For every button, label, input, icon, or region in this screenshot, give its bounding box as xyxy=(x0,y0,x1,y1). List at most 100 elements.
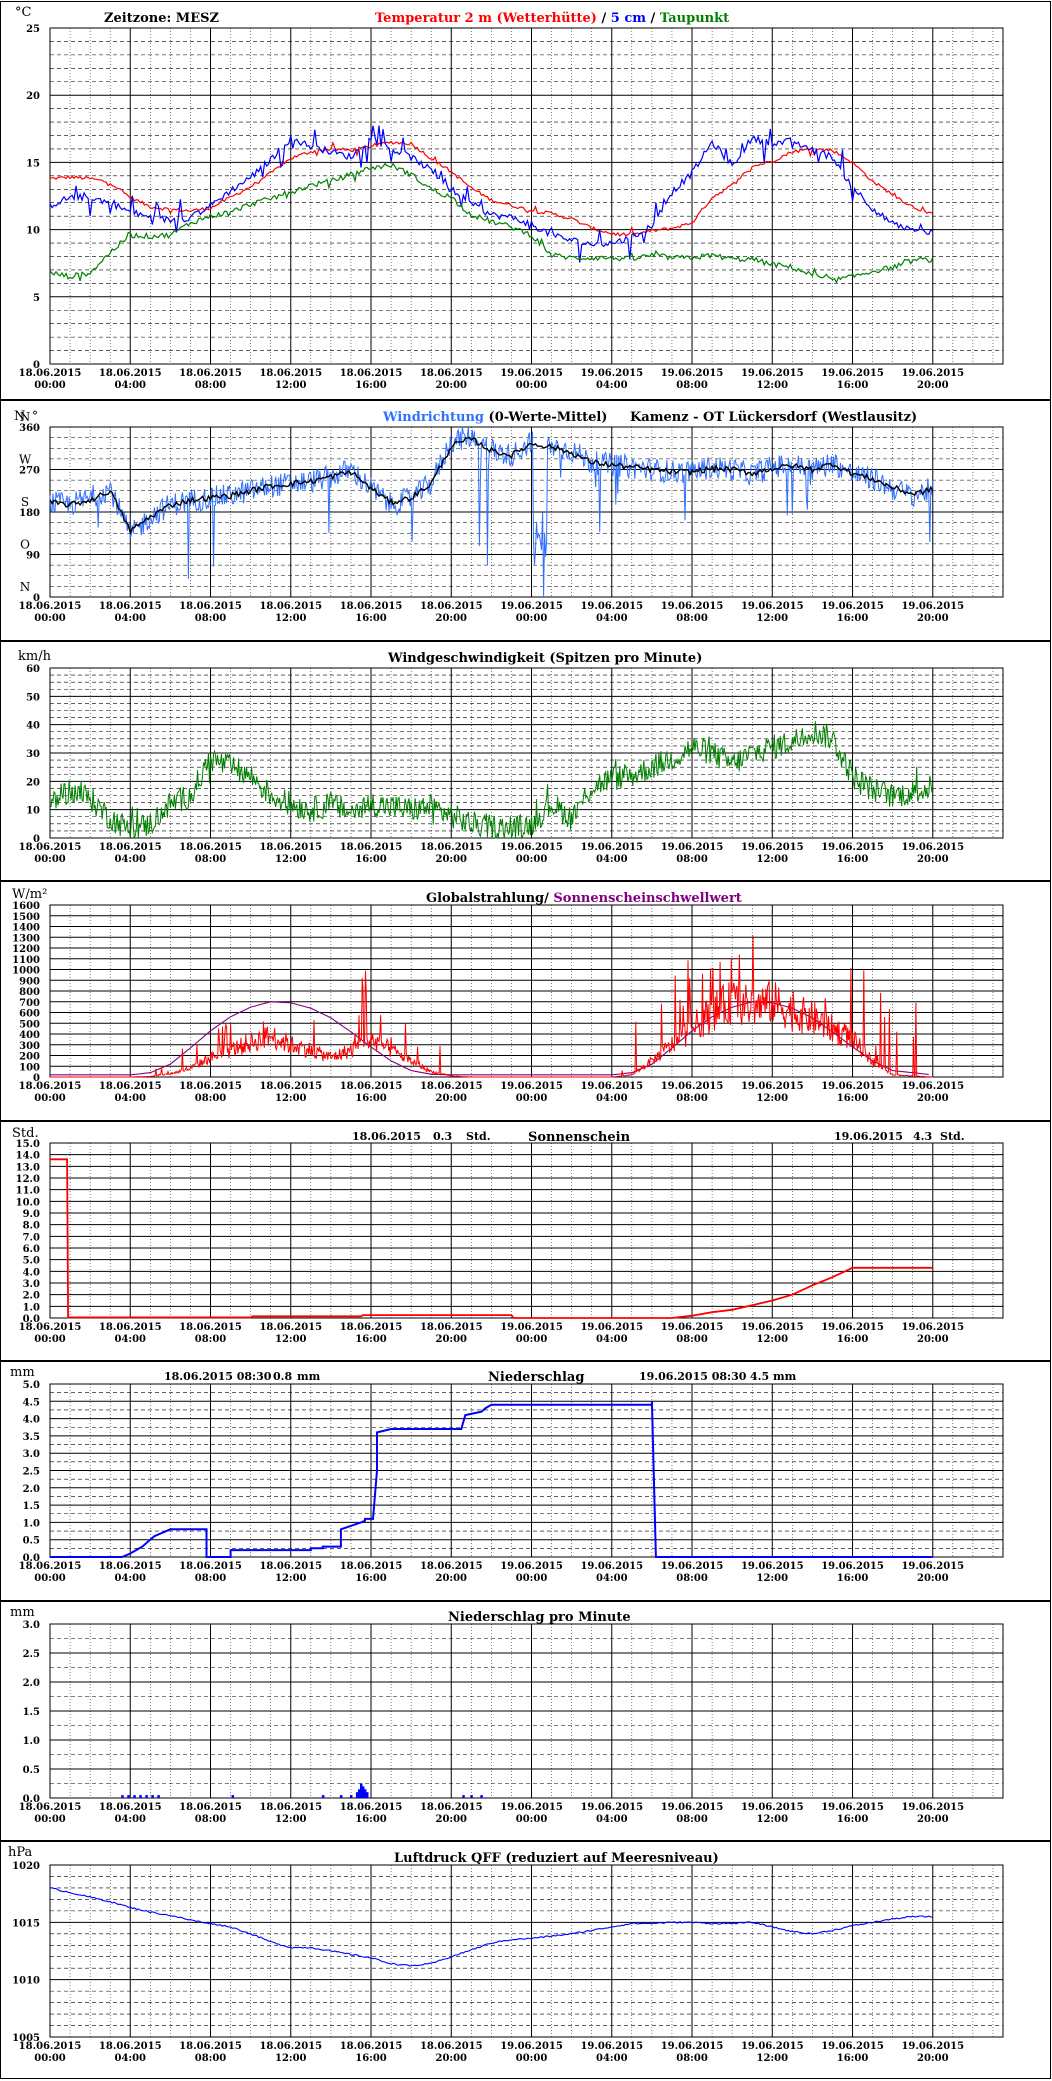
x-tick-time: 20:00 xyxy=(917,380,949,391)
x-tick-labels: 18.06.201500:0018.06.201504:0018.06.2015… xyxy=(19,601,964,624)
y-unit-label: mm xyxy=(10,1365,35,1380)
precip-minute-bar xyxy=(321,1795,325,1798)
x-tick-date: 19.06.2015 xyxy=(500,1802,563,1813)
y-tick-labels: 0 10 20 30 40 50 60 xyxy=(26,664,40,845)
panel-border xyxy=(0,881,1051,1121)
x-tick-date: 19.06.2015 xyxy=(500,1322,563,1333)
panel-temperature: 051015202518.06.201500:0018.06.201504:00… xyxy=(0,1,1051,400)
grid xyxy=(49,1142,1004,1319)
y-unit-label: °C xyxy=(15,5,32,20)
y-tick-label: 40 xyxy=(26,721,40,732)
y-tick-label: 500 xyxy=(19,1019,40,1030)
y-tick-label: 2.5 xyxy=(23,1649,40,1660)
y-tick-label: 0.5 xyxy=(23,1536,40,1547)
y-tick-label: 300 xyxy=(19,1041,40,1052)
series-line-global-radiation xyxy=(50,935,933,1078)
y-tick-label: 1300 xyxy=(12,933,40,944)
x-tick-date: 18.06.2015 xyxy=(179,1561,242,1572)
x-tick-date: 18.06.2015 xyxy=(340,601,403,612)
precip-minute-bar xyxy=(145,1795,148,1798)
y-tick-label: 10 xyxy=(26,226,40,237)
x-tick-date: 18.06.2015 xyxy=(19,2041,82,2052)
x-tick-time: 16:00 xyxy=(837,1093,869,1104)
x-tick-time: 20:00 xyxy=(435,854,467,865)
x-tick-time: 04:00 xyxy=(596,854,628,865)
series-line-sunshine xyxy=(50,1158,933,1319)
x-tick-time: 04:00 xyxy=(114,380,146,391)
x-tick-date: 19.06.2015 xyxy=(821,842,884,853)
y-tick-label: 270 xyxy=(19,466,40,477)
x-tick-time: 20:00 xyxy=(435,613,467,624)
precip-minute-bar xyxy=(359,1783,363,1798)
x-tick-time: 08:00 xyxy=(676,1573,708,1584)
panel-radiation: 0100200300400500600700800900100011001200… xyxy=(0,881,1051,1121)
grid xyxy=(49,667,1004,839)
precip-minute-bar xyxy=(121,1795,124,1798)
x-tick-date: 18.06.2015 xyxy=(179,368,242,379)
x-tick-date: 19.06.2015 xyxy=(741,1081,804,1092)
y-tick-label: 1.5 xyxy=(23,1707,40,1718)
y-tick-label: 1020 xyxy=(12,1861,40,1872)
panel-border xyxy=(0,1121,1051,1361)
x-tick-date: 19.06.2015 xyxy=(821,601,884,612)
x-tick-time: 08:00 xyxy=(676,613,708,624)
summary-date: 19.06.2015 xyxy=(834,1130,903,1143)
x-tick-time: 00:00 xyxy=(34,380,66,391)
y-tick-label: 9.0 xyxy=(23,1209,40,1220)
x-tick-date: 19.06.2015 xyxy=(901,1561,964,1572)
y-tick-label: 13.0 xyxy=(16,1162,40,1173)
compass-label: W xyxy=(19,453,32,467)
plot-area xyxy=(49,1864,1004,2038)
x-tick-date: 18.06.2015 xyxy=(420,368,483,379)
x-tick-date: 18.06.2015 xyxy=(340,1081,403,1092)
panel-border xyxy=(0,641,1051,881)
x-tick-date: 19.06.2015 xyxy=(500,1081,563,1092)
x-tick-date: 19.06.2015 xyxy=(500,842,563,853)
y-unit-degree: ° xyxy=(32,409,38,423)
x-tick-time: 16:00 xyxy=(355,854,387,865)
x-tick-time: 04:00 xyxy=(596,2053,628,2064)
x-tick-time: 04:00 xyxy=(596,613,628,624)
precip-minute-bar xyxy=(339,1795,343,1798)
x-tick-date: 18.06.2015 xyxy=(179,1081,242,1092)
x-tick-date: 19.06.2015 xyxy=(901,1081,964,1092)
x-tick-labels: 18.06.201500:0018.06.201504:0018.06.2015… xyxy=(19,2041,964,2064)
series-line-dewpoint xyxy=(49,162,934,284)
x-tick-labels: 18.06.201500:0018.06.201504:0018.06.2015… xyxy=(19,368,964,391)
x-tick-time: 12:00 xyxy=(757,1814,789,1825)
summary-date: 18.06.2015 xyxy=(352,1130,421,1143)
precip-minute-bar xyxy=(133,1795,136,1798)
x-tick-time: 08:00 xyxy=(195,1093,227,1104)
precip-minute-bar xyxy=(462,1795,465,1798)
x-tick-date: 18.06.2015 xyxy=(340,2041,403,2052)
y-tick-label: 15.0 xyxy=(16,1139,40,1150)
y-tick-label: 7.0 xyxy=(23,1232,40,1243)
x-tick-time: 12:00 xyxy=(275,854,307,865)
x-tick-date: 19.06.2015 xyxy=(821,1802,884,1813)
x-tick-time: 20:00 xyxy=(917,1573,949,1584)
x-tick-time: 00:00 xyxy=(516,854,548,865)
x-tick-time: 16:00 xyxy=(837,1573,869,1584)
y-tick-label: 4.0 xyxy=(23,1267,40,1278)
x-tick-date: 18.06.2015 xyxy=(179,2041,242,2052)
x-tick-time: 16:00 xyxy=(355,2053,387,2064)
panel-wind-speed: 010203040506018.06.201500:0018.06.201504… xyxy=(0,641,1051,881)
panel-title: Niederschlag xyxy=(488,1370,584,1385)
x-tick-date: 18.06.2015 xyxy=(259,842,322,853)
compass-label: S xyxy=(21,495,29,509)
y-tick-label: 1005 xyxy=(12,2033,40,2044)
x-tick-date: 18.06.2015 xyxy=(259,1322,322,1333)
series-line-temp-2m xyxy=(49,140,934,238)
x-tick-time: 16:00 xyxy=(837,613,869,624)
x-tick-date: 19.06.2015 xyxy=(661,1322,724,1333)
x-tick-time: 00:00 xyxy=(34,1814,66,1825)
y-tick-labels: 0.01.02.03.04.05.06.07.08.09.010.011.012… xyxy=(16,1139,40,1325)
x-tick-time: 00:00 xyxy=(516,1573,548,1584)
x-tick-date: 19.06.2015 xyxy=(500,2041,563,2052)
x-tick-date: 18.06.2015 xyxy=(420,2041,483,2052)
y-tick-labels: 1005 1010 1015 1020 xyxy=(12,1861,40,2044)
x-tick-time: 08:00 xyxy=(195,1814,227,1825)
plot-area xyxy=(49,1383,1004,1558)
x-tick-time: 00:00 xyxy=(516,613,548,624)
x-tick-date: 19.06.2015 xyxy=(580,601,643,612)
